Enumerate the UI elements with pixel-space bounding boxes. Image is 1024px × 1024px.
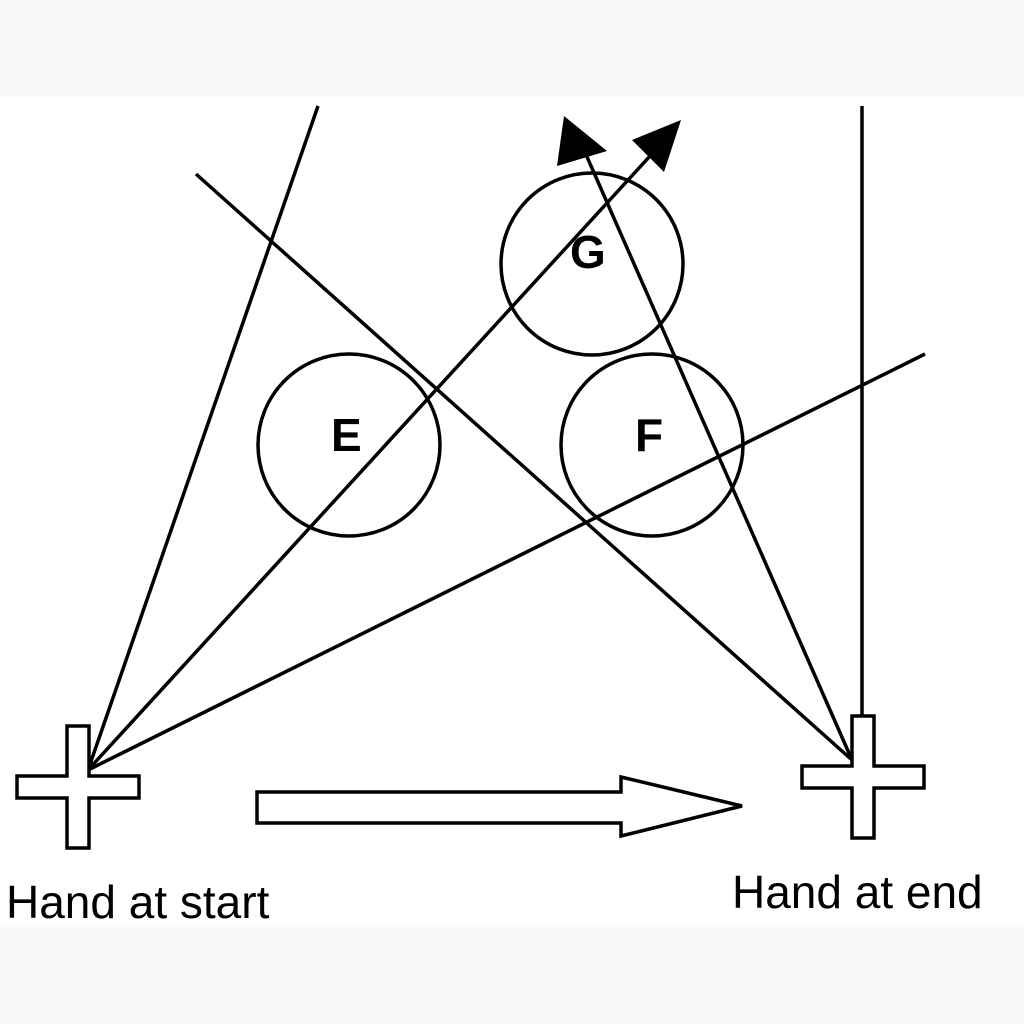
arrowhead-to-g-from-start bbox=[632, 120, 681, 172]
movement-arrow-icon bbox=[255, 774, 743, 839]
circle-label-f: F bbox=[635, 409, 663, 461]
ray-end-to-g bbox=[582, 149, 854, 761]
ray-start-shallow bbox=[87, 352, 926, 772]
hand-end-cross-icon bbox=[800, 714, 926, 840]
circle-f bbox=[559, 352, 745, 538]
circle-g bbox=[499, 171, 685, 357]
hand-start-cross-icon bbox=[15, 724, 141, 850]
hand-end-label: Hand at end bbox=[732, 866, 983, 918]
hand-start-label: Hand at start bbox=[6, 876, 270, 928]
ray-start-to-g bbox=[86, 142, 663, 772]
circle-e bbox=[256, 352, 442, 538]
ray-start-steep bbox=[86, 105, 320, 771]
ray-end-diagonal bbox=[194, 172, 854, 762]
circle-label-g: G bbox=[570, 226, 606, 278]
arrowhead-to-g-from-end bbox=[557, 116, 607, 166]
circle-label-e: E bbox=[331, 409, 362, 461]
